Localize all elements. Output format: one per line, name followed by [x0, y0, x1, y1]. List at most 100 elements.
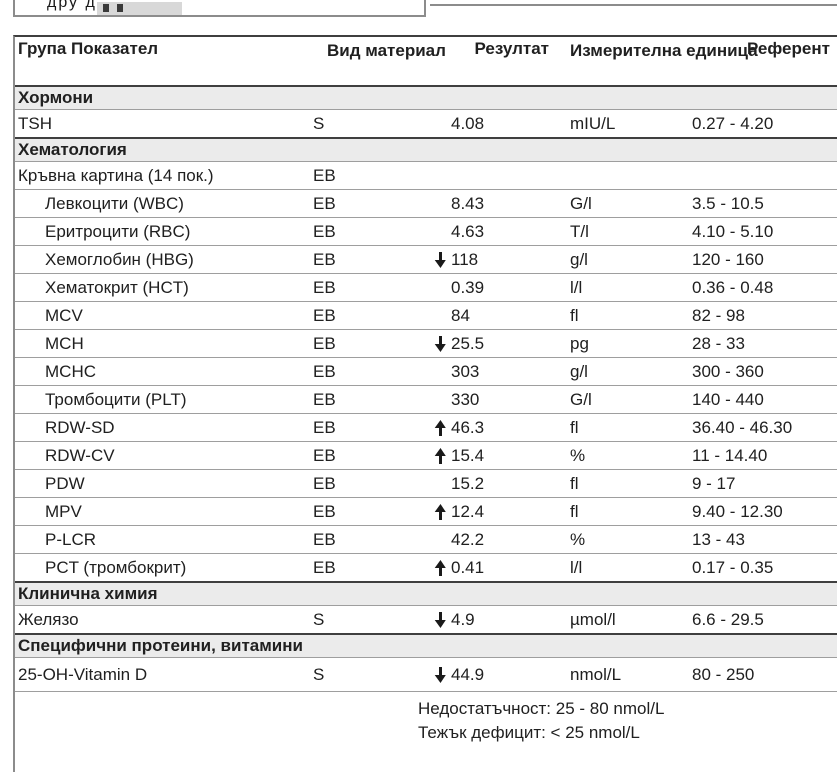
- material-value: EB: [313, 557, 336, 577]
- table-row: Желязо S 4.9 µmol/l 6.6 - 29.5: [15, 605, 837, 633]
- result-value: 44.9: [451, 664, 485, 684]
- flag-icon: [429, 167, 451, 184]
- test-name: Кръвна картина (14 пок.): [18, 165, 214, 185]
- unit-value: mIU/L: [570, 113, 616, 133]
- reference-range: 13 - 43: [692, 529, 745, 549]
- material-value: EB: [313, 361, 336, 381]
- unit-value: g/l: [570, 249, 588, 269]
- result-value: 4.08: [451, 113, 485, 133]
- material-value: EB: [313, 165, 336, 185]
- unit-value: l/l: [570, 557, 583, 577]
- arrow-down-icon: [429, 666, 451, 683]
- table-row: Хематокрит (HCT) EB 0.39 l/l 0.36 - 0.48: [15, 273, 837, 301]
- test-name: Левкоцити (WBC): [45, 193, 184, 213]
- test-name: MCH: [45, 333, 84, 353]
- material-value: EB: [313, 501, 336, 521]
- flag-icon: [429, 223, 451, 240]
- flag-icon: [429, 531, 451, 548]
- test-name: Еритроцити (RBC): [45, 221, 191, 241]
- section-label: Клинична химия: [18, 584, 158, 603]
- section-row: Специфични протеини, витамини: [15, 633, 837, 657]
- unit-value: G/l: [570, 193, 592, 213]
- table-header-row: Група Показател Вид материал Резултат Из…: [15, 37, 837, 85]
- column-header-result: Резултат: [474, 39, 549, 58]
- flag-icon: [429, 307, 451, 324]
- unit-value: nmol/L: [570, 664, 622, 684]
- unit-value: µmol/l: [570, 609, 616, 629]
- result-value: 4.9: [451, 609, 475, 629]
- table-row: RDW-CV EB 15.4 % 11 - 14.40: [15, 441, 837, 469]
- unit-value: fl: [570, 417, 579, 437]
- test-name: Желязо: [18, 609, 79, 629]
- reference-range: 9 - 17: [692, 473, 736, 493]
- result-value: 330: [451, 389, 480, 409]
- table-row: PDW EB 15.2 fl 9 - 17: [15, 469, 837, 497]
- arrow-up-icon: [429, 447, 451, 464]
- reference-range: 120 - 160: [692, 249, 764, 269]
- table-row: P-LCR EB 42.2 % 13 - 43: [15, 525, 837, 553]
- test-name: MPV: [45, 501, 82, 521]
- test-name: PCT (тромбокрит): [45, 557, 187, 577]
- top-input-box[interactable]: дру д: [13, 0, 426, 17]
- flag-icon: [429, 363, 451, 380]
- table-row: RDW-SD EB 46.3 fl 36.40 - 46.30: [15, 413, 837, 441]
- top-adjacent-box-edge: [430, 0, 837, 6]
- test-name: Хемоглобин (HBG): [45, 249, 194, 269]
- result-value: 25.5: [451, 333, 485, 353]
- flag-icon: [429, 279, 451, 296]
- result-value: 0.41: [451, 557, 485, 577]
- material-value: S: [313, 609, 325, 629]
- reference-range: 300 - 360: [692, 361, 764, 381]
- arrow-down-icon: [429, 611, 451, 628]
- test-name: Тромбоцити (PLT): [45, 389, 187, 409]
- material-value: S: [313, 113, 325, 133]
- lab-results-table: Група Показател Вид материал Резултат Из…: [13, 35, 837, 772]
- section-label: Хематология: [18, 140, 127, 159]
- top-input-cut-text: дру д: [47, 0, 97, 11]
- flag-icon: [429, 391, 451, 408]
- result-value: 42.2: [451, 529, 485, 549]
- unit-value: pg: [570, 333, 589, 353]
- result-value: 84: [451, 305, 470, 325]
- table-row: Кръвна картина (14 пок.) EB: [15, 161, 837, 189]
- unit-value: g/l: [570, 361, 588, 381]
- reference-range: 0.17 - 0.35: [692, 557, 774, 577]
- section-row: Клинична химия: [15, 581, 837, 605]
- reference-range: 11 - 14.40: [692, 445, 768, 465]
- reference-range: 0.36 - 0.48: [692, 277, 774, 297]
- test-name: P-LCR: [45, 529, 97, 549]
- note-row: Недостатъчност: 25 - 80 nmol/L Тежък дефи…: [15, 691, 837, 772]
- result-value: 15.2: [451, 473, 485, 493]
- unit-value: T/l: [570, 221, 589, 241]
- test-name: 25-OH-Vitamin D: [18, 664, 148, 684]
- table-row: MCH EB 25.5 pg 28 - 33: [15, 329, 837, 357]
- material-value: EB: [313, 389, 336, 409]
- flag-icon: [429, 115, 451, 132]
- material-value: EB: [313, 249, 336, 269]
- unit-value: fl: [570, 305, 579, 325]
- table-row: Хемоглобин (HBG) EB 118 g/l 120 - 160: [15, 245, 837, 273]
- reference-range: 6.6 - 29.5: [692, 609, 764, 629]
- reference-range: 82 - 98: [692, 305, 745, 325]
- reference-range: 28 - 33: [692, 333, 745, 353]
- flag-icon: [429, 475, 451, 492]
- column-header-material: Вид материал: [327, 41, 446, 60]
- result-value: 46.3: [451, 417, 485, 437]
- material-value: EB: [313, 221, 336, 241]
- result-value: 4.63: [451, 221, 485, 241]
- flag-icon: [429, 195, 451, 212]
- material-value: EB: [313, 473, 336, 493]
- test-name: RDW-CV: [45, 445, 115, 465]
- table-row: MPV EB 12.4 fl 9.40 - 12.30: [15, 497, 837, 525]
- column-header-group: Група Показател: [18, 39, 159, 58]
- result-value: 0.39: [451, 277, 485, 297]
- top-input-selection-chip: [97, 2, 182, 15]
- arrow-down-icon: [429, 251, 451, 268]
- reference-range: 4.10 - 5.10: [692, 221, 774, 241]
- reference-range: 9.40 - 12.30: [692, 501, 783, 521]
- section-row: Хормони: [15, 85, 837, 109]
- reference-range: 140 - 440: [692, 389, 764, 409]
- table-row: MCHC EB 303 g/l 300 - 360: [15, 357, 837, 385]
- test-name: Хематокрит (HCT): [45, 277, 189, 297]
- result-value: 12.4: [451, 501, 485, 521]
